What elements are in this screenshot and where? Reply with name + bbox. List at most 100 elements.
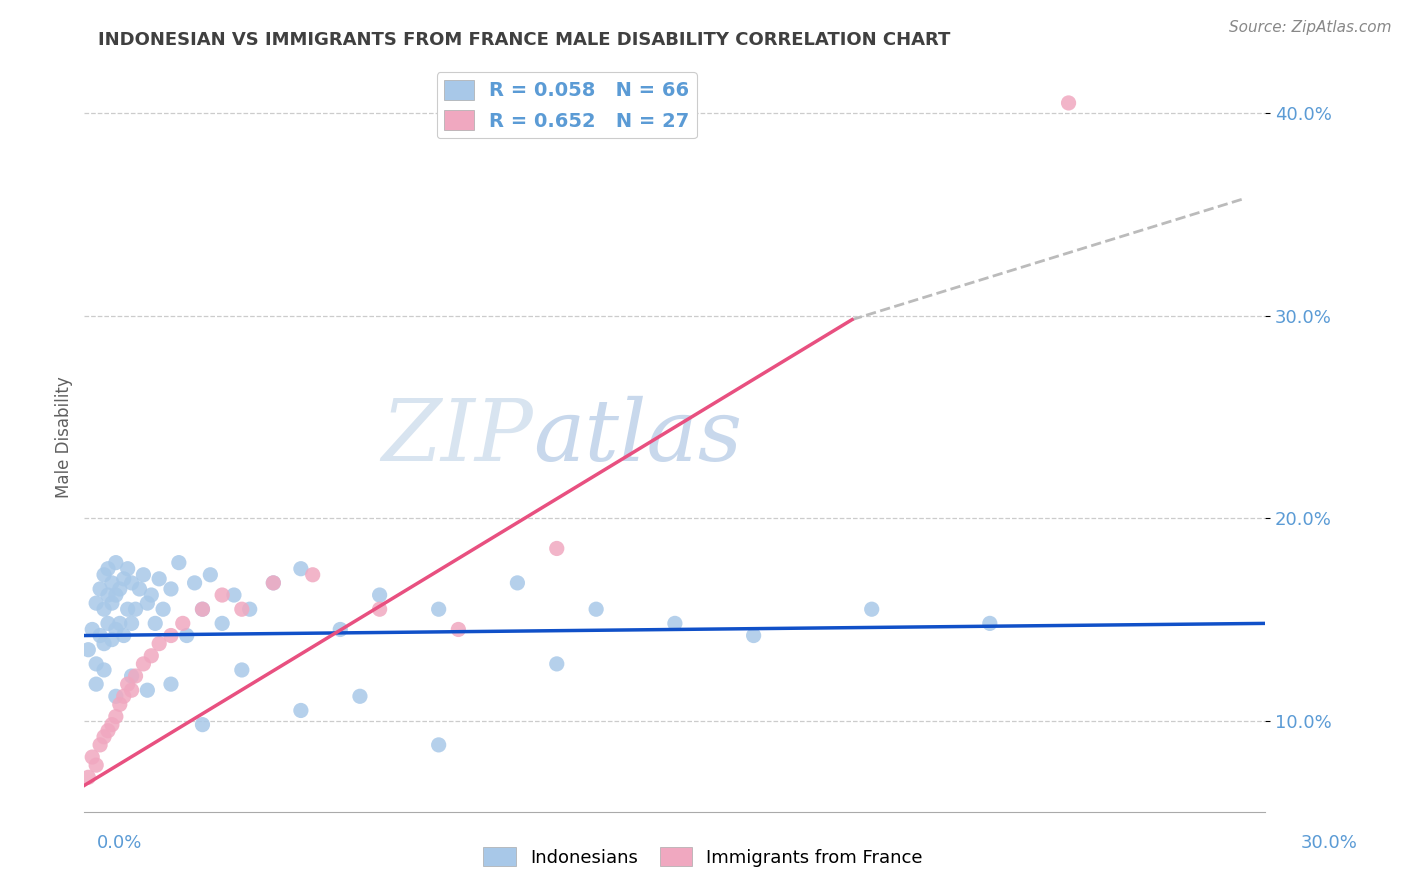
Point (585, 602, 607, 616)
Point (77, 770, 100, 784)
Point (222, 588, 245, 602)
Point (124, 602, 146, 616)
Point (506, 575, 529, 590)
Point (211, 616, 233, 631)
Point (112, 690, 135, 704)
Point (160, 628, 183, 642)
Text: INDONESIAN VS IMMIGRANTS FROM FRANCE MALE DISABILITY CORRELATION CHART: INDONESIAN VS IMMIGRANTS FROM FRANCE MAL… (98, 31, 950, 49)
Point (546, 541, 568, 556)
Point (231, 663, 253, 677)
Y-axis label: Male Disability: Male Disability (55, 376, 73, 498)
Point (121, 616, 143, 631)
Point (136, 596, 159, 610)
Point (121, 575, 143, 590)
Point (84, 657, 107, 671)
Text: 0.0%: 0.0% (97, 834, 142, 852)
Point (136, 683, 159, 698)
Text: atlas: atlas (533, 396, 742, 478)
Point (82, 623, 104, 637)
Point (301, 567, 323, 582)
Legend: Indonesians, Immigrants from France: Indonesians, Immigrants from France (475, 840, 931, 874)
Text: ZIP: ZIP (381, 396, 533, 478)
Point (82, 750, 104, 764)
Point (128, 582, 150, 596)
Point (143, 616, 166, 631)
Point (191, 602, 214, 616)
Point (148, 637, 170, 651)
Point (108, 582, 131, 596)
Point (176, 628, 198, 642)
Point (93, 567, 115, 582)
Point (979, 616, 1001, 631)
Point (93, 637, 115, 651)
Point (101, 717, 124, 731)
Point (84, 596, 107, 610)
Point (152, 602, 174, 616)
Text: Source: ZipAtlas.com: Source: ZipAtlas.com (1229, 20, 1392, 35)
Point (77, 642, 100, 657)
Point (101, 596, 124, 610)
Point (290, 703, 312, 717)
Point (112, 572, 135, 586)
Point (132, 657, 155, 671)
Point (97, 723, 120, 738)
Point (368, 588, 391, 602)
Point (141, 588, 163, 602)
Point (84, 677, 107, 691)
Point (148, 572, 170, 586)
Point (89, 738, 111, 752)
Point (290, 562, 312, 576)
Point (104, 690, 127, 704)
Point (104, 556, 127, 570)
Point (97, 616, 120, 631)
Point (124, 669, 146, 683)
Point (132, 567, 155, 582)
Point (447, 623, 470, 637)
Point (121, 669, 143, 683)
Point (200, 567, 222, 582)
Point (121, 683, 143, 698)
Point (427, 738, 450, 752)
Point (349, 690, 371, 704)
Point (93, 663, 115, 677)
Point (546, 657, 568, 671)
Point (664, 616, 686, 631)
Point (427, 602, 450, 616)
Point (262, 575, 284, 590)
Point (860, 602, 883, 616)
Point (101, 575, 124, 590)
Legend: R = 0.058   N = 66, R = 0.652   N = 27: R = 0.058 N = 66, R = 0.652 N = 27 (437, 72, 697, 138)
Point (183, 575, 205, 590)
Point (1057, 95, 1080, 110)
Point (167, 556, 190, 570)
Point (112, 628, 135, 642)
Point (104, 709, 127, 723)
Point (84, 758, 107, 772)
Point (742, 628, 765, 642)
Point (93, 602, 115, 616)
Point (160, 582, 183, 596)
Text: 30.0%: 30.0% (1301, 834, 1357, 852)
Point (97, 588, 120, 602)
Point (93, 730, 115, 744)
Point (117, 602, 139, 616)
Point (211, 588, 233, 602)
Point (89, 582, 111, 596)
Point (104, 588, 127, 602)
Point (262, 575, 284, 590)
Point (108, 616, 131, 631)
Point (329, 623, 352, 637)
Point (368, 602, 391, 616)
Point (104, 623, 127, 637)
Point (239, 602, 262, 616)
Point (89, 628, 111, 642)
Point (231, 602, 253, 616)
Point (141, 648, 163, 663)
Point (191, 717, 214, 731)
Point (172, 616, 194, 631)
Point (101, 632, 124, 647)
Point (108, 698, 131, 712)
Point (117, 677, 139, 691)
Point (117, 562, 139, 576)
Point (160, 677, 183, 691)
